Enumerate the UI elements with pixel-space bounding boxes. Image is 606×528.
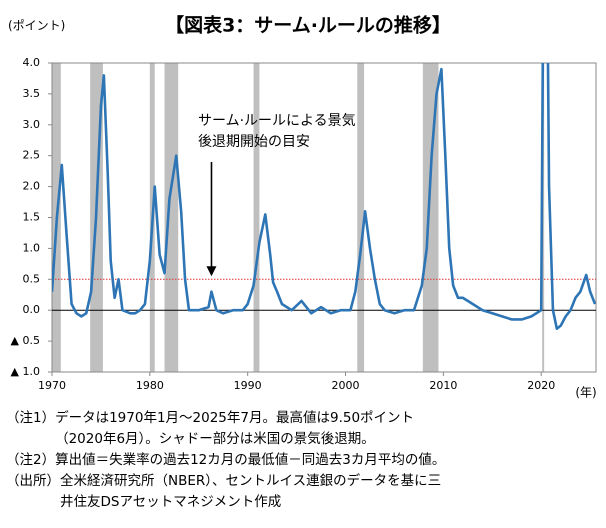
chart: (ポイント) 【図表3：サーム·ルールの推移】 (年) 4.0 3.5 3.0 2.5…: [8, 14, 597, 400]
x-tick-label: 2010: [429, 379, 457, 392]
x-tick-label: 1970: [38, 379, 66, 392]
note-line: 井住友DSアセットマネジメント作成: [60, 494, 282, 510]
data-line: [52, 63, 596, 331]
x-tick-label: 2000: [332, 379, 360, 392]
y-tick-label: 4.0: [23, 56, 41, 69]
note-line: データは1970年1月～2025年7月。最高値は9.50ポイント: [55, 410, 415, 426]
recession-band: [542, 63, 545, 372]
plot-frame: [51, 62, 597, 373]
annotation-text: 後退期開始の目安: [198, 134, 310, 150]
notes: （注1） データは1970年1月～2025年7月。最高値は9.50ポイント （202…: [6, 408, 604, 513]
note-line: （2020年6月）。シャドー部分は米国の景気後退期。: [55, 431, 375, 447]
annotation-arrowhead: [206, 266, 217, 277]
note-body: 全米経済研究所（NBER）、セントルイス連銀のデータを基に三 井住友DSアセットマ…: [60, 471, 441, 513]
note-body: 算出値＝失業率の過去12カ月の最低値－同過去3カ月平均の値。: [55, 450, 445, 471]
x-tick-label: 1990: [234, 379, 262, 392]
annotation-text: サーム·ルールによる景気: [198, 113, 356, 129]
chart-title: 【図表3：サーム·ルールの推移】: [165, 14, 451, 37]
note-line: 算出値＝失業率の過去12カ月の最低値－同過去3カ月平均の値。: [55, 452, 446, 468]
recession-band: [422, 63, 439, 372]
x-tick-label: 1980: [136, 379, 164, 392]
x-tick-label: 2020: [527, 379, 555, 392]
y-unit: (ポイント): [8, 19, 65, 33]
recession-band: [357, 63, 365, 372]
note: （出所） 全米経済研究所（NBER）、セントルイス連銀のデータを基に三 井住友DSア…: [6, 471, 604, 513]
note-label: （注2）: [6, 452, 56, 468]
note-body: データは1970年1月～2025年7月。最高値は9.50ポイント （2020年6月…: [55, 408, 414, 450]
y-tick-label: 3.0: [23, 118, 41, 131]
y-tick-label: 3.5: [23, 87, 41, 100]
y-tick-label: 2.0: [23, 180, 41, 193]
note: （注1） データは1970年1月～2025年7月。最高値は9.50ポイント （202…: [6, 408, 604, 450]
recession-band: [164, 63, 179, 372]
y-tick-label: 0.5: [23, 272, 41, 285]
note: （注2） 算出値＝失業率の過去12カ月の最低値－同過去3カ月平均の値。: [6, 450, 604, 471]
y-tick-label: 1.5: [23, 211, 41, 224]
note-label: （注1）: [6, 410, 56, 426]
x-unit: (年): [575, 386, 596, 400]
y-tick-label: 2.5: [23, 149, 41, 162]
y-tick-label: 0.0: [23, 303, 41, 316]
y-tick-label: 1.0: [23, 241, 41, 254]
y-tick-label: ▲ 0.5: [11, 334, 40, 347]
y-tick-label: ▲ 1.0: [11, 365, 40, 378]
note-line: 全米経済研究所（NBER）、セントルイス連銀のデータを基に三: [60, 473, 442, 489]
plot-clip: [52, 63, 596, 331]
recession-band: [253, 63, 260, 372]
note-label: （出所）: [6, 473, 60, 489]
